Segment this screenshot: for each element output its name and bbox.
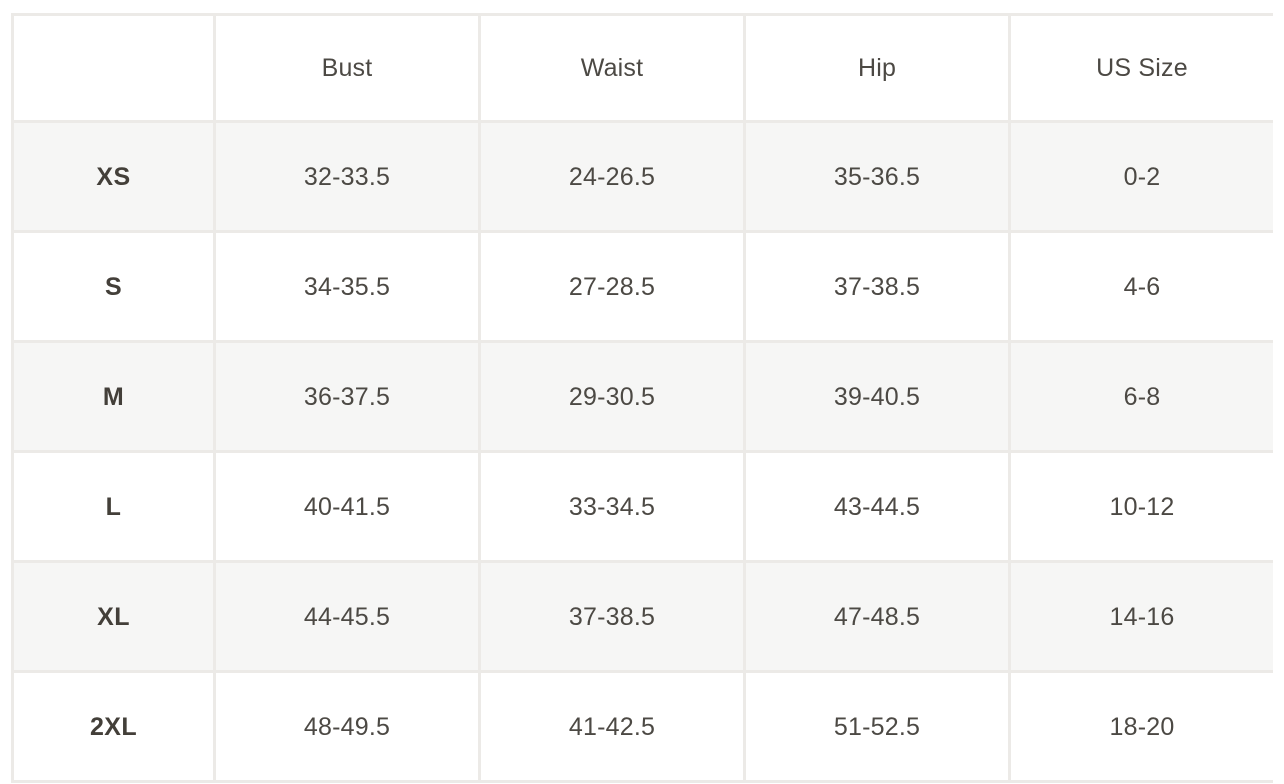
cell-hip: 43-44.5: [746, 453, 1011, 563]
cell-waist: 41-42.5: [481, 673, 746, 783]
cell-hip: 35-36.5: [746, 123, 1011, 233]
cell-hip: 39-40.5: [746, 343, 1011, 453]
cell-waist: 29-30.5: [481, 343, 746, 453]
column-header-hip: Hip: [746, 16, 1011, 123]
cell-bust: 32-33.5: [216, 123, 481, 233]
cell-us-size: 0-2: [1011, 123, 1273, 233]
table-row: XL 44-45.5 37-38.5 47-48.5 14-16: [14, 563, 1273, 673]
cell-us-size: 18-20: [1011, 673, 1273, 783]
table-header: Bust Waist Hip US Size: [14, 16, 1273, 123]
cell-waist: 27-28.5: [481, 233, 746, 343]
size-chart-table: Bust Waist Hip US Size XS 32-33.5 24-26.…: [11, 13, 1273, 783]
column-header-size: [14, 16, 216, 123]
column-header-waist: Waist: [481, 16, 746, 123]
cell-waist: 33-34.5: [481, 453, 746, 563]
cell-size: XL: [14, 563, 216, 673]
cell-hip: 37-38.5: [746, 233, 1011, 343]
table-row: XS 32-33.5 24-26.5 35-36.5 0-2: [14, 123, 1273, 233]
cell-us-size: 10-12: [1011, 453, 1273, 563]
column-header-us-size: US Size: [1011, 16, 1273, 123]
cell-us-size: 6-8: [1011, 343, 1273, 453]
cell-bust: 44-45.5: [216, 563, 481, 673]
cell-size: M: [14, 343, 216, 453]
table-row: L 40-41.5 33-34.5 43-44.5 10-12: [14, 453, 1273, 563]
cell-bust: 36-37.5: [216, 343, 481, 453]
column-header-bust: Bust: [216, 16, 481, 123]
cell-bust: 48-49.5: [216, 673, 481, 783]
cell-waist: 37-38.5: [481, 563, 746, 673]
cell-size: S: [14, 233, 216, 343]
cell-size: L: [14, 453, 216, 563]
table-row: M 36-37.5 29-30.5 39-40.5 6-8: [14, 343, 1273, 453]
cell-hip: 51-52.5: [746, 673, 1011, 783]
cell-us-size: 14-16: [1011, 563, 1273, 673]
cell-bust: 34-35.5: [216, 233, 481, 343]
cell-bust: 40-41.5: [216, 453, 481, 563]
cell-hip: 47-48.5: [746, 563, 1011, 673]
size-chart-table-container: Bust Waist Hip US Size XS 32-33.5 24-26.…: [11, 13, 1273, 783]
cell-size: 2XL: [14, 673, 216, 783]
table-body: XS 32-33.5 24-26.5 35-36.5 0-2 S 34-35.5…: [14, 123, 1273, 783]
cell-waist: 24-26.5: [481, 123, 746, 233]
table-row: 2XL 48-49.5 41-42.5 51-52.5 18-20: [14, 673, 1273, 783]
cell-us-size: 4-6: [1011, 233, 1273, 343]
table-row: S 34-35.5 27-28.5 37-38.5 4-6: [14, 233, 1273, 343]
cell-size: XS: [14, 123, 216, 233]
table-header-row: Bust Waist Hip US Size: [14, 16, 1273, 123]
